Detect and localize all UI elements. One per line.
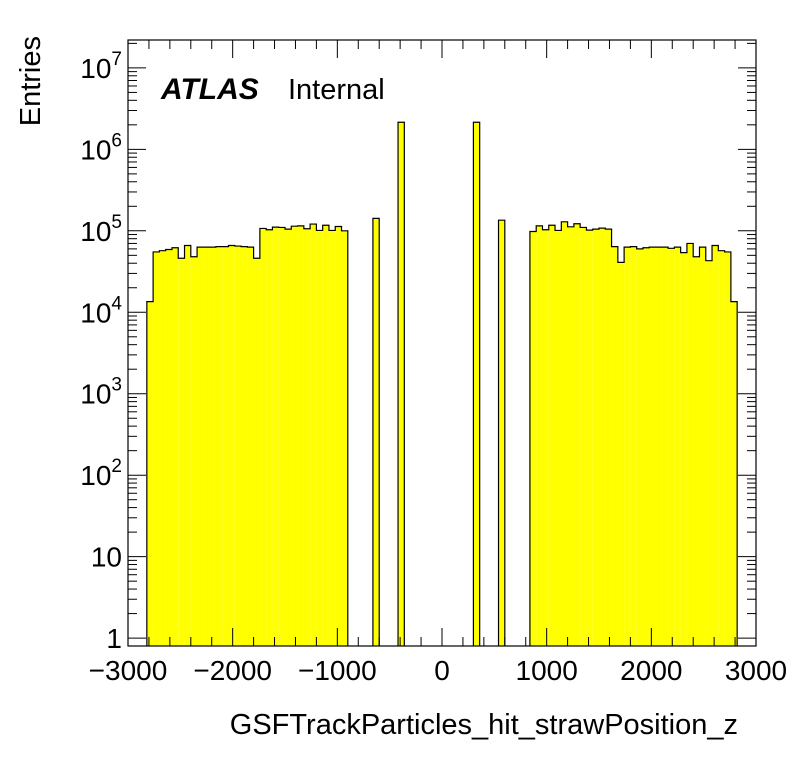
histogram-bar [197,247,204,646]
histogram-bar [624,247,631,646]
internal-label: Internal [288,74,385,106]
x-tick-label: 3000 [725,655,787,686]
y-axis-title: Entries [15,36,47,126]
histogram-bar [718,250,725,646]
histogram-bar [655,247,662,646]
y-tick-label: 107 [80,49,122,84]
x-tick-label: −2000 [193,655,272,686]
histogram-bar [165,249,172,647]
x-tick-labels: −3000 −2000 −1000 0 1000 2000 3000 [89,655,787,686]
y-tick-label: 103 [80,375,122,410]
histogram-bar [316,230,323,646]
histogram-bar [303,228,311,646]
histogram-bar [247,247,254,646]
histogram-bar [636,248,643,646]
histogram-bar [536,225,543,646]
histogram-bar [153,251,160,646]
histogram-bar [234,246,242,647]
y-tick-label: 104 [80,293,122,328]
histogram-bar [278,227,285,646]
histogram-bar [567,226,574,647]
histogram-bar [529,231,537,646]
histogram-bar [730,301,738,646]
histogram-bar [705,260,713,646]
histogram-bar [573,223,581,646]
histogram-bar [473,122,480,646]
y-tick-labels: 1 10 102 103 104 105 106 107 [80,49,122,654]
histogram-bar [171,247,179,646]
histogram-bar [542,229,549,646]
histogram-bar [322,225,329,646]
histogram-bar [724,251,731,646]
histogram-bar [203,247,210,646]
histogram-bar [649,247,656,646]
histogram-bar [693,256,700,646]
histogram-bar [586,230,593,647]
histogram-bar [266,229,273,646]
histogram-bar [686,243,694,646]
histogram-bar [146,301,154,646]
histogram-bar [680,252,687,647]
x-tick-label: −3000 [89,655,168,686]
y-tick-label: 1 [106,623,122,654]
histogram-bar [335,226,342,647]
y-tick-label: 105 [80,212,122,247]
histogram-bar [398,122,405,646]
y-tick-label: 102 [80,456,122,491]
histogram-bar [209,247,216,646]
x-tick-label: 2000 [620,655,682,686]
histogram-bar [599,228,606,646]
histogram-bar [341,230,348,646]
histogram-bar [222,246,229,646]
histogram-bar [561,221,568,647]
histogram-bar [498,220,505,646]
axis-ticks [127,40,757,646]
y-tick-label: 106 [80,130,122,165]
histogram-bar [272,227,279,646]
histogram-bar [184,245,191,646]
histogram-bar [699,247,706,646]
histogram-bar [592,229,599,646]
histogram-bar [674,247,681,646]
y-tick-label: 10 [91,542,122,573]
histogram-bar [215,246,223,646]
histogram-bar [328,230,336,646]
histogram-outline [146,121,738,646]
histogram-bar [159,250,166,646]
histogram-bars [146,121,738,647]
histogram-bar [228,245,235,646]
histogram-bar [291,226,298,646]
histogram-bar [310,224,317,646]
histogram-bar [285,229,292,646]
histogram-bar [178,258,185,646]
histogram-bar [661,247,669,646]
histogram-bar [253,258,260,646]
histogram-bar [611,246,618,646]
x-tick-label: −1000 [298,655,377,686]
histogram-bar [297,225,304,646]
histogram-bar [241,246,248,646]
x-axis-title: GSFTrackParticles_hit_strawPosition_z [230,709,738,741]
x-tick-label: 0 [434,655,450,686]
histogram-bar [668,248,675,647]
x-tick-label: 1000 [516,655,578,686]
histogram-bar [712,245,719,646]
histogram-bar [190,256,198,646]
plot-frame [127,39,757,647]
histogram-bar [259,228,267,647]
histogram-bar [605,229,612,646]
histogram-bar [555,230,562,646]
histogram-bar [630,246,637,646]
histogram-bar [548,225,556,646]
histogram-bar [580,227,587,646]
histogram-bar [372,218,380,646]
histogram-bar [617,262,625,646]
atlas-label: ATLAS [160,73,259,106]
histogram-bar [642,247,650,646]
